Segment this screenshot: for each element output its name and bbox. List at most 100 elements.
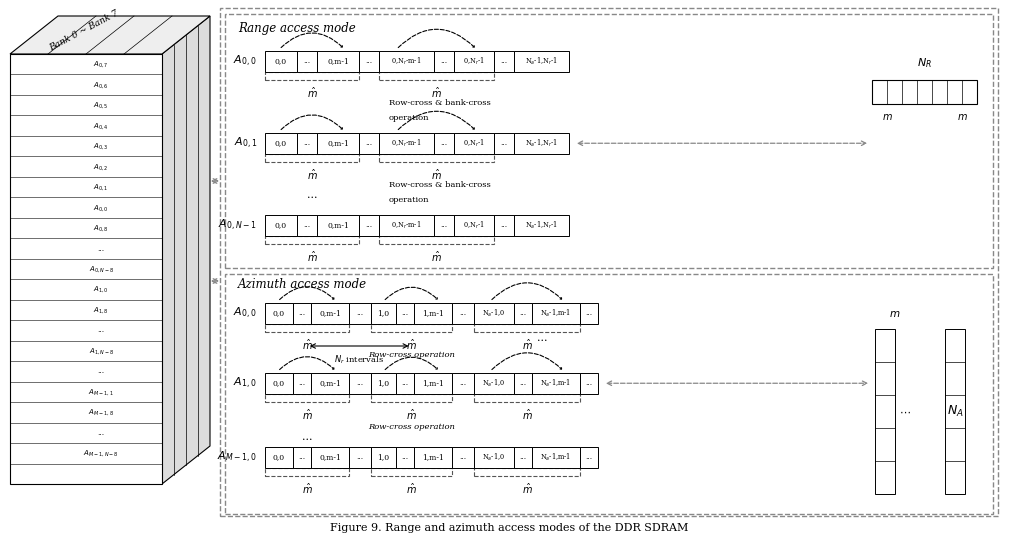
FancyBboxPatch shape (379, 132, 434, 154)
Text: ...: ... (304, 57, 311, 65)
Text: $\cdots$: $\cdots$ (899, 406, 911, 416)
FancyBboxPatch shape (494, 132, 514, 154)
Text: 1,m-1: 1,m-1 (422, 453, 444, 461)
Text: N$_a$-1,0: N$_a$-1,0 (482, 452, 506, 463)
Text: 0,N$_r$-1: 0,N$_r$-1 (463, 138, 485, 149)
Text: N$_a$-1,N$_r$-1: N$_a$-1,N$_r$-1 (525, 220, 558, 231)
FancyBboxPatch shape (311, 302, 349, 324)
FancyBboxPatch shape (454, 214, 494, 236)
FancyBboxPatch shape (293, 302, 311, 324)
Text: $A_{{0,1}}$: $A_{{0,1}}$ (94, 182, 109, 192)
FancyBboxPatch shape (396, 302, 414, 324)
Text: ...: ... (459, 309, 466, 317)
Text: ...: ... (304, 139, 311, 147)
Text: 0,N$_r$-m-1: 0,N$_r$-m-1 (391, 138, 422, 149)
Text: ...: ... (299, 309, 306, 317)
Text: $m$: $m$ (957, 112, 968, 122)
FancyBboxPatch shape (474, 373, 514, 394)
Text: ...: ... (441, 139, 448, 147)
Polygon shape (162, 16, 210, 484)
FancyBboxPatch shape (414, 302, 452, 324)
Text: 1,m-1: 1,m-1 (422, 309, 444, 317)
Text: ...: ... (307, 190, 317, 200)
FancyBboxPatch shape (265, 50, 297, 72)
FancyBboxPatch shape (317, 214, 359, 236)
Text: ...: ... (299, 453, 306, 461)
Text: 0,m-1: 0,m-1 (327, 57, 349, 65)
FancyBboxPatch shape (514, 302, 532, 324)
FancyBboxPatch shape (452, 373, 474, 394)
FancyBboxPatch shape (396, 446, 414, 468)
Text: $\hat{m}$: $\hat{m}$ (522, 408, 533, 422)
FancyBboxPatch shape (474, 302, 514, 324)
Text: $\hat{m}$: $\hat{m}$ (431, 250, 442, 264)
Text: $A_{{M-1,1}}$: $A_{{M-1,1}}$ (89, 387, 114, 397)
FancyBboxPatch shape (396, 373, 414, 394)
FancyBboxPatch shape (10, 54, 162, 484)
Text: N$_a$-1,m-1: N$_a$-1,m-1 (541, 308, 572, 319)
Text: 0,N$_r$-1: 0,N$_r$-1 (463, 56, 485, 67)
Text: 0,0: 0,0 (274, 221, 288, 229)
FancyBboxPatch shape (359, 214, 379, 236)
Text: $A_{{0,0}}$: $A_{{0,0}}$ (94, 203, 109, 213)
Text: $A_{{0,6}}$: $A_{{0,6}}$ (94, 80, 109, 90)
FancyBboxPatch shape (474, 446, 514, 468)
Polygon shape (10, 16, 210, 54)
Text: ...: ... (402, 309, 409, 317)
Text: $A_{{1,N-8}}$: $A_{{1,N-8}}$ (89, 346, 114, 356)
Text: N$_a$-1,0: N$_a$-1,0 (482, 308, 506, 319)
Text: $\hat{m}$: $\hat{m}$ (307, 168, 318, 182)
FancyBboxPatch shape (371, 373, 396, 394)
Text: $A_{{M-1,N-8}}$: $A_{{M-1,N-8}}$ (84, 448, 119, 458)
Text: $m$: $m$ (889, 309, 901, 319)
Text: 0,0: 0,0 (273, 379, 286, 387)
Text: ...: ... (98, 326, 105, 334)
Text: operation: operation (389, 114, 430, 122)
Text: $A_{{0,3}}$: $A_{{0,3}}$ (94, 141, 109, 151)
FancyBboxPatch shape (945, 329, 965, 494)
Text: $N_r$ intervals: $N_r$ intervals (334, 354, 384, 367)
FancyBboxPatch shape (454, 50, 494, 72)
Text: 0,0: 0,0 (273, 309, 286, 317)
Text: ...: ... (459, 379, 466, 387)
Text: $A_{{1,8}}$: $A_{{1,8}}$ (94, 305, 109, 315)
Text: $\hat{m}$: $\hat{m}$ (302, 482, 313, 496)
FancyBboxPatch shape (580, 373, 598, 394)
Text: Row-cross operation: Row-cross operation (368, 351, 455, 359)
Text: ...: ... (520, 379, 527, 387)
Text: 1,0: 1,0 (377, 453, 389, 461)
Text: ...: ... (304, 221, 311, 229)
Text: ...: ... (356, 453, 363, 461)
Text: ...: ... (365, 221, 372, 229)
Text: $\hat{m}$: $\hat{m}$ (406, 338, 417, 352)
Text: ...: ... (365, 57, 372, 65)
FancyBboxPatch shape (265, 214, 297, 236)
FancyBboxPatch shape (297, 132, 317, 154)
Text: $A_{0,1}$: $A_{0,1}$ (234, 136, 257, 151)
Text: ...: ... (441, 57, 448, 65)
Text: $\hat{m}$: $\hat{m}$ (307, 86, 318, 100)
Text: ...: ... (98, 429, 105, 437)
Text: $\hat{m}$: $\hat{m}$ (302, 338, 313, 352)
Text: 0,0: 0,0 (274, 139, 288, 147)
FancyBboxPatch shape (580, 302, 598, 324)
FancyBboxPatch shape (349, 373, 371, 394)
Text: $A_{{0,2}}$: $A_{{0,2}}$ (94, 162, 109, 172)
FancyBboxPatch shape (371, 446, 396, 468)
FancyBboxPatch shape (434, 50, 454, 72)
FancyBboxPatch shape (532, 373, 580, 394)
Text: $A_{{0,8}}$: $A_{{0,8}}$ (94, 223, 109, 233)
Text: 0,m-1: 0,m-1 (319, 453, 341, 461)
Text: $\hat{m}$: $\hat{m}$ (302, 408, 313, 422)
FancyBboxPatch shape (317, 132, 359, 154)
Text: $\hat{m}$: $\hat{m}$ (406, 408, 417, 422)
FancyBboxPatch shape (452, 302, 474, 324)
FancyBboxPatch shape (297, 50, 317, 72)
Text: operation: operation (389, 196, 430, 204)
FancyBboxPatch shape (311, 446, 349, 468)
Text: ...: ... (402, 453, 409, 461)
Text: ...: ... (98, 367, 105, 375)
Text: Row-cross & bank-cross: Row-cross & bank-cross (389, 181, 490, 189)
Text: ...: ... (441, 221, 448, 229)
FancyBboxPatch shape (293, 446, 311, 468)
